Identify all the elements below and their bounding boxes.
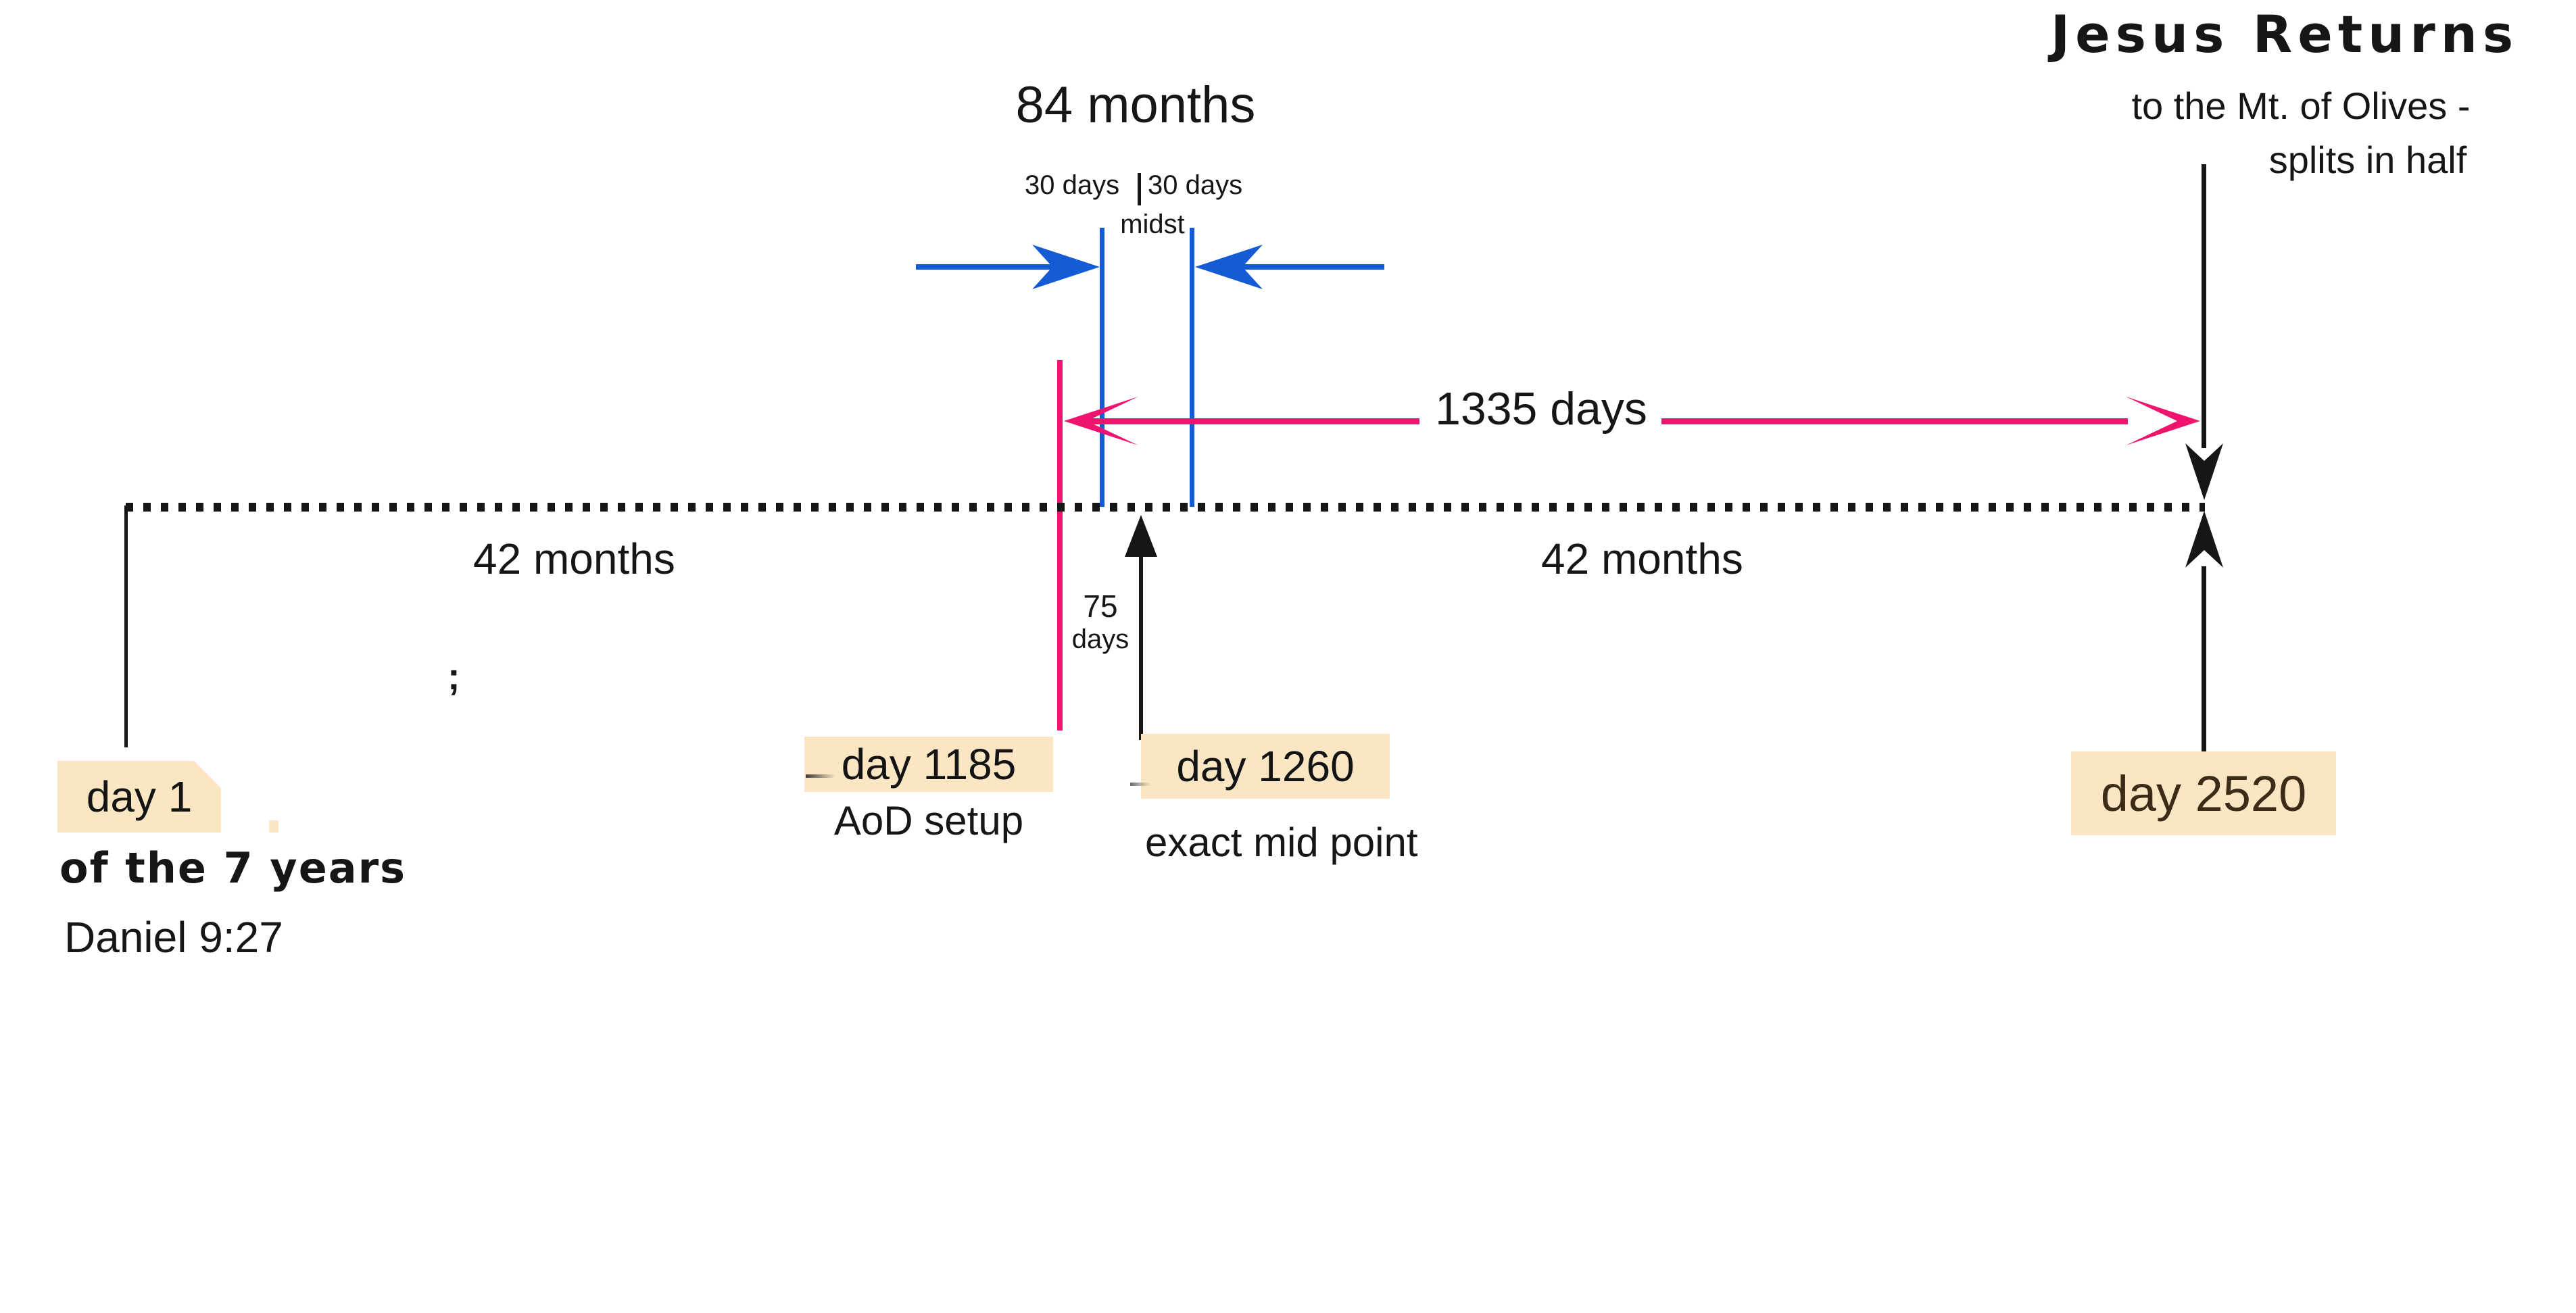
pink-arrowhead-left-icon	[1064, 397, 1138, 445]
label-84-months: 84 months	[1015, 76, 1256, 134]
label-aod-setup: AoD setup	[833, 798, 1024, 843]
descent-arrowhead-down-icon	[2185, 443, 2223, 500]
subtitle-mt-of-olives: to the Mt. of Olives -	[2131, 84, 2471, 127]
label-75-days: days	[1071, 624, 1129, 654]
midst-tick-mark	[1138, 173, 1141, 205]
label-30-days-left: 30 days	[1025, 170, 1120, 200]
timeline-dotted-line	[126, 503, 2205, 512]
day-1185-label: day 1185	[841, 740, 1017, 789]
label-midst: midst	[1120, 209, 1185, 239]
label-daniel-9-27: Daniel 9:27	[64, 913, 283, 962]
day-1260-marker-line	[1139, 554, 1143, 740]
day-1185-highlight: day 1185	[804, 737, 1053, 792]
blue-arrowhead-right-icon	[1032, 245, 1100, 289]
jesus-returns-title: Jesus Returns	[2050, 4, 2519, 64]
day-1-marker-line	[124, 505, 128, 747]
pink-arrow-shaft-left	[1086, 418, 1419, 424]
subtitle-splits-in-half: splits in half	[2268, 139, 2467, 181]
pink-day-1185-line	[1057, 360, 1063, 730]
scan-artifact-dash-mid	[1130, 783, 1150, 786]
pink-arrowhead-right-icon	[2126, 397, 2200, 445]
label-75: 75	[1083, 589, 1118, 624]
day-2520-marker-line	[2202, 566, 2206, 751]
scan-artifact-dash-left	[806, 774, 835, 778]
label-1335-days: 1335 days	[1419, 382, 1663, 435]
day-1260-highlight: day 1260	[1141, 734, 1390, 799]
blue-arrowhead-left-icon	[1195, 245, 1263, 289]
pink-arrow-shaft-right	[1661, 418, 2128, 424]
blue-arrow-left-shaft	[916, 264, 1054, 270]
day-1-highlight: day 1	[57, 761, 221, 833]
jesus-descent-line	[2202, 164, 2206, 448]
day-2520-highlight: day 2520	[2071, 751, 2336, 835]
day-2520-arrowhead-up-icon	[2185, 511, 2223, 568]
label-of-the-7-years: of the 7 years	[59, 843, 407, 893]
label-exact-mid-point: exact mid point	[1145, 820, 1418, 865]
blue-boundary-line-right	[1190, 228, 1194, 507]
blue-arrow-right-shaft	[1237, 264, 1384, 270]
day-1260-label: day 1260	[1176, 742, 1355, 791]
label-30-days-right: 30 days	[1148, 170, 1243, 200]
blue-boundary-line-left	[1100, 228, 1104, 507]
scan-artifact-speck	[269, 820, 278, 833]
label-42-months-right: 42 months	[1541, 535, 1743, 583]
label-42-months-left: 42 months	[473, 535, 675, 583]
day-2520-label: day 2520	[2100, 765, 2307, 822]
midpoint-arrowhead-up-icon	[1125, 515, 1157, 557]
day-1-label: day 1	[86, 772, 193, 821]
scan-artifact-semicolon: ;	[447, 655, 460, 697]
